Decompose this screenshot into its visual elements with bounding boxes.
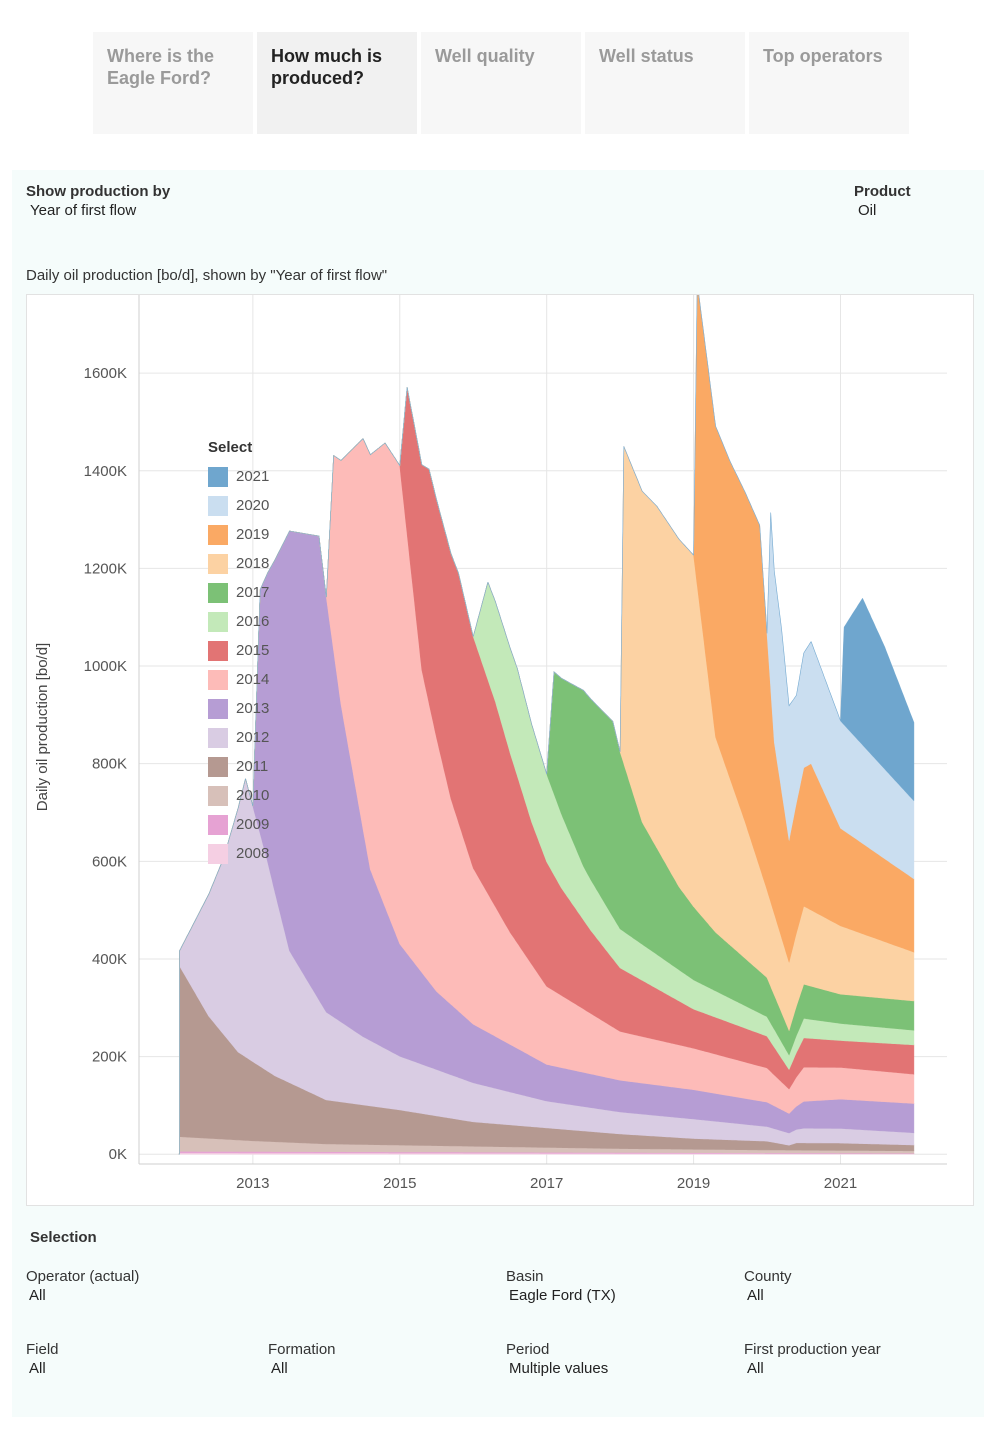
- legend-label: 2009: [236, 816, 270, 833]
- legend-item-2021[interactable]: 2021: [208, 462, 269, 491]
- legend-swatch: [208, 553, 228, 574]
- legend-item-2018[interactable]: 2018: [208, 549, 269, 578]
- y-tick-label: 600K: [92, 853, 127, 870]
- tab-well-quality[interactable]: Well quality: [421, 32, 581, 134]
- legend-swatch: [208, 495, 228, 516]
- legend-swatch: [208, 611, 228, 632]
- y-tick-label: 800K: [92, 756, 127, 773]
- tab-how-much-produced[interactable]: How much is produced?: [257, 32, 417, 134]
- x-tick-label: 2015: [383, 1175, 416, 1192]
- legend-item-2010[interactable]: 2010: [208, 781, 269, 810]
- tab-label-line1: Well status: [599, 46, 694, 66]
- legend-label: 2015: [236, 642, 270, 659]
- tab-top-operators[interactable]: Top operators: [749, 32, 909, 134]
- product-dropdown[interactable]: Oil: [858, 202, 877, 219]
- tab-where-is-eagle-ford[interactable]: Where is the Eagle Ford?: [93, 32, 253, 134]
- legend-label: 2013: [236, 700, 270, 717]
- x-tick-label: 2017: [530, 1175, 563, 1192]
- legend-swatch: [208, 785, 228, 806]
- x-tick-label: 2013: [236, 1175, 269, 1192]
- period-label: Period: [506, 1341, 550, 1358]
- first-year-label: First production year: [744, 1341, 881, 1358]
- legend-item-2008[interactable]: 2008: [208, 839, 269, 868]
- chart-title: Daily oil production [bo/d], shown by "Y…: [26, 267, 388, 284]
- legend-label: 2008: [236, 845, 270, 862]
- legend-swatch: [208, 466, 228, 487]
- tab-label-line1: Where is the: [107, 46, 215, 66]
- legend-label: 2017: [236, 584, 270, 601]
- legend-item-2019[interactable]: 2019: [208, 520, 269, 549]
- legend-label: 2016: [236, 613, 270, 630]
- y-tick-label: 1600K: [84, 365, 127, 382]
- operator-label: Operator (actual): [26, 1268, 140, 1285]
- operator-filter[interactable]: All: [29, 1287, 46, 1304]
- legend-label: 2020: [236, 497, 270, 514]
- legend-item-2011[interactable]: 2011: [208, 752, 269, 781]
- legend-item-2016[interactable]: 2016: [208, 607, 269, 636]
- legend-item-2013[interactable]: 2013: [208, 694, 269, 723]
- y-tick-label: 200K: [92, 1049, 127, 1066]
- field-filter[interactable]: All: [29, 1360, 46, 1377]
- basin-label: Basin: [506, 1268, 544, 1285]
- legend-item-2017[interactable]: 2017: [208, 578, 269, 607]
- basin-filter[interactable]: Eagle Ford (TX): [509, 1287, 616, 1304]
- legend-label: 2019: [236, 526, 270, 543]
- x-tick-label: 2019: [677, 1175, 710, 1192]
- legend-swatch: [208, 814, 228, 835]
- county-filter[interactable]: All: [747, 1287, 764, 1304]
- legend: Select 2021 2020 2019 2018 2017 2016 2015 2014 2…: [208, 439, 269, 868]
- selection-title: Selection: [30, 1229, 97, 1246]
- chart-container: 0K 200K 400K 600K 800K 1000K 1200K 1400K 1600K 20…: [26, 282, 974, 1206]
- show-by-label: Show production by: [26, 183, 171, 200]
- show-by-dropdown[interactable]: Year of first flow: [30, 202, 137, 219]
- legend-label: 2021: [236, 468, 270, 485]
- first-year-filter[interactable]: All: [747, 1360, 764, 1377]
- field-label: Field: [26, 1341, 59, 1358]
- tab-label-line1: Top operators: [763, 46, 883, 66]
- legend-item-2015[interactable]: 2015: [208, 636, 269, 665]
- y-tick-label: 1400K: [84, 463, 127, 480]
- legend-swatch: [208, 524, 228, 545]
- y-tick-label: 1200K: [84, 560, 127, 577]
- legend-item-2020[interactable]: 2020: [208, 491, 269, 520]
- area-series-2021[interactable]: [178, 282, 915, 1155]
- legend-item-2012[interactable]: 2012: [208, 723, 269, 752]
- dashboard-panel: Show production by Year of first flow Pr…: [12, 170, 984, 1417]
- y-axis-label: Daily oil production [bo/d]: [34, 643, 51, 811]
- legend-item-2014[interactable]: 2014: [208, 665, 269, 694]
- legend-swatch: [208, 756, 228, 777]
- legend-label: 2011: [236, 758, 269, 775]
- area-chart: 0K 200K 400K 600K 800K 1000K 1200K 1400K 1600K 20…: [34, 282, 947, 1192]
- y-tick-label: 0K: [109, 1146, 127, 1163]
- legend-items: 2021 2020 2019 2018 2017 2016 2015 2014 2013 2012…: [208, 462, 269, 868]
- period-filter[interactable]: Multiple values: [509, 1360, 609, 1377]
- county-label: County: [744, 1268, 792, 1285]
- formation-filter[interactable]: All: [271, 1360, 288, 1377]
- legend-swatch: [208, 669, 228, 690]
- axis-layer: 0K 200K 400K 600K 800K 1000K 1200K 1400K 1600K 20…: [84, 295, 947, 1192]
- legend-swatch: [208, 640, 228, 661]
- tab-well-status[interactable]: Well status: [585, 32, 745, 134]
- legend-label: 2012: [236, 729, 270, 746]
- nav-tabs: Where is the Eagle Ford? How much is pro…: [93, 32, 910, 134]
- legend-label: 2014: [236, 671, 270, 688]
- legend-label: 2010: [236, 787, 270, 804]
- y-tick-label: 400K: [92, 951, 127, 968]
- product-label: Product: [854, 183, 911, 200]
- formation-label: Formation: [268, 1341, 336, 1358]
- tab-label-line1: Well quality: [435, 46, 535, 66]
- legend-swatch: [208, 698, 228, 719]
- y-tick-label: 1000K: [84, 658, 127, 675]
- tab-label-line1: How much is: [271, 46, 383, 66]
- x-tick-label: 2021: [824, 1175, 857, 1192]
- tab-label-line2: produced?: [271, 68, 364, 88]
- legend-item-2009[interactable]: 2009: [208, 810, 269, 839]
- legend-swatch: [208, 582, 228, 603]
- legend-title: Select: [208, 439, 253, 456]
- legend-label: 2018: [236, 555, 270, 572]
- legend-swatch: [208, 727, 228, 748]
- legend-swatch: [208, 843, 228, 864]
- area-layer: [178, 282, 915, 1155]
- tab-label-line2: Eagle Ford?: [107, 68, 212, 88]
